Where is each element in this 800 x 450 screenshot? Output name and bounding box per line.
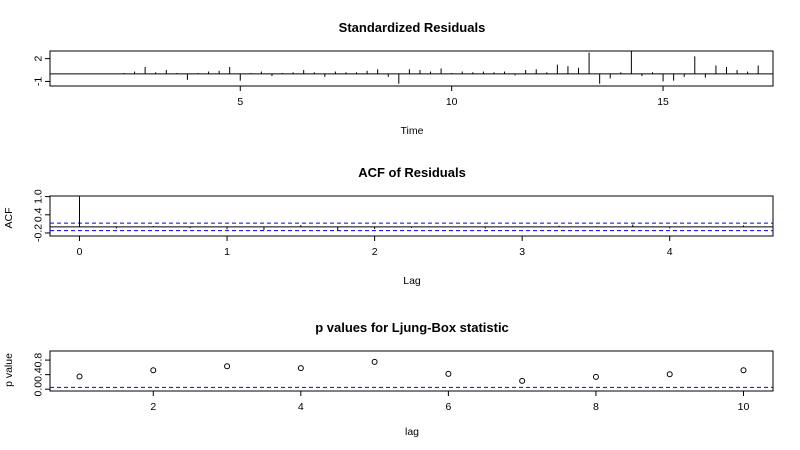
- x-axis: 5 10 15: [237, 86, 669, 108]
- pvalue-point: [740, 367, 747, 374]
- pvalue-points: [76, 358, 747, 384]
- y-tick-label: 0.0: [33, 382, 45, 397]
- y-tick-label: 2: [33, 56, 45, 62]
- plot-frame: [49, 350, 774, 392]
- y-axis: 1.0 0.4 -0.2: [33, 189, 50, 242]
- chart-title: ACF of Residuals: [358, 165, 466, 180]
- x-tick-label: 8: [593, 401, 599, 413]
- acf-bars: [79, 196, 744, 231]
- x-tick-label: 3: [519, 246, 525, 258]
- y-tick-label: 0.8: [33, 353, 45, 368]
- x-tick-label: 4: [298, 401, 304, 413]
- x-tick-label: 0: [77, 246, 83, 258]
- pvalue-point: [297, 365, 304, 372]
- x-tick-label: 1: [224, 246, 230, 258]
- y-axis-label: ACF: [3, 208, 15, 229]
- y-tick-label: 0.4: [33, 207, 45, 222]
- x-axis-label: lag: [405, 426, 419, 438]
- pvalue-point: [445, 370, 452, 377]
- panel-acf-residuals: ACF of Residuals 1.0 0.4 -0.2 0 1 2 3 4 Lag AC…: [3, 165, 774, 287]
- residual-bars: [50, 51, 773, 84]
- plot-frame: [49, 50, 774, 87]
- pvalue-point: [150, 367, 157, 374]
- x-tick-label: 10: [446, 96, 458, 108]
- y-axis-label: p value: [3, 353, 15, 387]
- chart-title: p values for Ljung-Box statistic: [315, 320, 509, 335]
- y-tick-label: -0.2: [33, 224, 45, 242]
- x-tick-label: 4: [667, 246, 673, 258]
- panel-ljung-box: p values for Ljung-Box statistic 0.00.40…: [3, 320, 774, 438]
- x-tick-label: 10: [738, 401, 750, 413]
- pvalue-point: [592, 373, 599, 380]
- pvalue-point: [371, 358, 378, 365]
- x-tick-label: 2: [150, 401, 156, 413]
- panel-standardized-residuals: Standardized Residuals 2 -1 5 10 15 Time: [33, 20, 774, 137]
- plot-frame: [49, 195, 774, 237]
- x-tick-label: 5: [237, 96, 243, 108]
- y-tick-label: 0.4: [33, 367, 45, 382]
- y-axis: 2 -1: [33, 56, 50, 86]
- x-axis: 2 4 6 8 10: [150, 391, 749, 413]
- chart-title: Standardized Residuals: [339, 20, 486, 35]
- y-tick-label: 1.0: [33, 189, 45, 204]
- pvalue-point: [76, 373, 83, 380]
- pvalue-point: [666, 371, 673, 378]
- x-axis-label: Lag: [403, 275, 421, 287]
- pvalue-point: [519, 377, 526, 384]
- pvalue-point: [224, 363, 231, 370]
- x-tick-label: 2: [372, 246, 378, 258]
- x-axis: 0 1 2 3 4: [77, 236, 673, 258]
- y-axis: 0.00.40.8: [33, 353, 50, 397]
- y-tick-label: -1: [33, 77, 45, 86]
- x-axis-label: Time: [401, 125, 424, 137]
- x-tick-label: 15: [657, 96, 669, 108]
- x-tick-label: 6: [445, 401, 451, 413]
